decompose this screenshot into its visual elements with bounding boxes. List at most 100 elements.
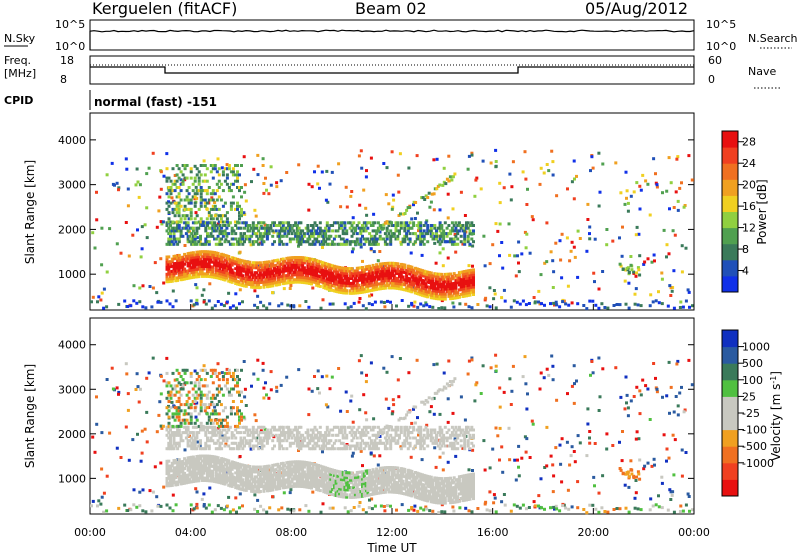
velocity-cell bbox=[265, 436, 269, 440]
power-cell bbox=[332, 284, 336, 288]
power-cell bbox=[436, 289, 440, 293]
power-cell bbox=[413, 240, 417, 244]
power-cell bbox=[472, 273, 475, 277]
power-cell bbox=[306, 224, 310, 227]
power-cell bbox=[422, 224, 426, 227]
power-cell bbox=[324, 267, 328, 270]
power-cell bbox=[179, 265, 183, 269]
velocity-cell bbox=[561, 504, 565, 508]
velocity-cell bbox=[432, 412, 436, 416]
velocity-cell bbox=[650, 464, 654, 468]
power-cell bbox=[629, 194, 633, 198]
velocity-cell bbox=[554, 446, 558, 450]
velocity-cell bbox=[325, 374, 329, 378]
velocity-cell bbox=[220, 441, 224, 445]
power-cell bbox=[383, 284, 387, 288]
velocity-cell bbox=[417, 433, 420, 437]
power-cell bbox=[204, 302, 208, 306]
velocity-cell bbox=[467, 468, 471, 472]
velocity-cell bbox=[243, 488, 246, 492]
velocity-cell bbox=[206, 444, 209, 448]
power-cell bbox=[378, 234, 382, 238]
velocity-cell bbox=[124, 425, 128, 429]
power-cell bbox=[287, 268, 291, 272]
velocity-cell bbox=[220, 462, 224, 465]
velocity-cell bbox=[619, 395, 623, 399]
power-cell bbox=[317, 269, 320, 273]
power-cell bbox=[410, 265, 414, 269]
power-cell bbox=[227, 224, 231, 227]
velocity-cell bbox=[265, 464, 269, 468]
velocity-cell bbox=[93, 450, 97, 454]
power-cell bbox=[232, 229, 236, 233]
power-cell bbox=[515, 300, 519, 304]
power-cell bbox=[214, 256, 218, 260]
power-cell bbox=[368, 232, 372, 236]
power-cell bbox=[324, 198, 328, 202]
power-cell bbox=[135, 167, 139, 171]
power-cell bbox=[456, 237, 460, 241]
power-cell bbox=[134, 183, 138, 187]
velocity-cell bbox=[117, 390, 121, 394]
power-cell bbox=[355, 240, 359, 244]
power-cell bbox=[205, 201, 209, 205]
velocity-cell bbox=[218, 444, 222, 448]
power-cell bbox=[221, 277, 225, 281]
power-cell bbox=[494, 306, 498, 310]
power-cell bbox=[424, 294, 428, 298]
power-cell bbox=[527, 302, 531, 305]
power-cell bbox=[406, 276, 410, 280]
velocity-cell bbox=[485, 508, 489, 512]
power-cell bbox=[193, 237, 197, 241]
velocity-cell bbox=[179, 460, 183, 464]
velocity-cell bbox=[235, 510, 238, 514]
power-cell bbox=[311, 273, 315, 276]
velocity-cell bbox=[236, 471, 239, 475]
power-cell bbox=[445, 282, 449, 286]
power-cell bbox=[207, 257, 211, 261]
velocity-cell bbox=[585, 511, 589, 515]
power-cell bbox=[308, 272, 312, 276]
power-cell bbox=[183, 275, 187, 278]
power-cell bbox=[224, 238, 228, 242]
power-cell bbox=[678, 186, 682, 190]
nsky-tick-top: 10^5 bbox=[55, 18, 85, 31]
velocity-cell bbox=[253, 485, 257, 489]
power-cell bbox=[354, 276, 357, 280]
velocity-cell bbox=[159, 392, 163, 396]
velocity-cell bbox=[269, 466, 273, 470]
velocity-cell bbox=[197, 479, 201, 483]
power-cell bbox=[292, 270, 296, 274]
velocity-cell bbox=[181, 477, 185, 481]
power-cell bbox=[262, 266, 266, 269]
power-cell bbox=[176, 226, 180, 230]
velocity-cell bbox=[206, 439, 209, 443]
power-cell bbox=[452, 281, 456, 285]
power-cell bbox=[466, 237, 470, 241]
power-cell bbox=[415, 234, 419, 238]
power-cell bbox=[651, 300, 655, 304]
power-cell bbox=[366, 267, 370, 271]
power-cell bbox=[294, 278, 298, 282]
velocity-cell bbox=[193, 401, 197, 405]
velocity-cell bbox=[191, 472, 195, 476]
power-cell bbox=[240, 164, 243, 167]
power-cell bbox=[207, 252, 211, 256]
power-cell bbox=[177, 192, 181, 196]
power-cell bbox=[441, 183, 445, 187]
velocity-cell bbox=[238, 492, 242, 496]
velocity-cell bbox=[385, 370, 389, 374]
power-cell bbox=[433, 296, 437, 300]
power-cell bbox=[468, 271, 472, 275]
power-cell bbox=[457, 295, 461, 299]
power-cell bbox=[385, 281, 389, 285]
power-cell bbox=[258, 268, 262, 272]
power-cell bbox=[380, 277, 384, 281]
power-cell bbox=[190, 237, 194, 241]
velocity-cell bbox=[213, 465, 217, 469]
power-cell bbox=[410, 226, 414, 230]
power-cell bbox=[302, 232, 306, 236]
freq-label: Freq. bbox=[4, 54, 31, 67]
power-cell bbox=[382, 301, 386, 304]
power-cell bbox=[281, 224, 285, 227]
